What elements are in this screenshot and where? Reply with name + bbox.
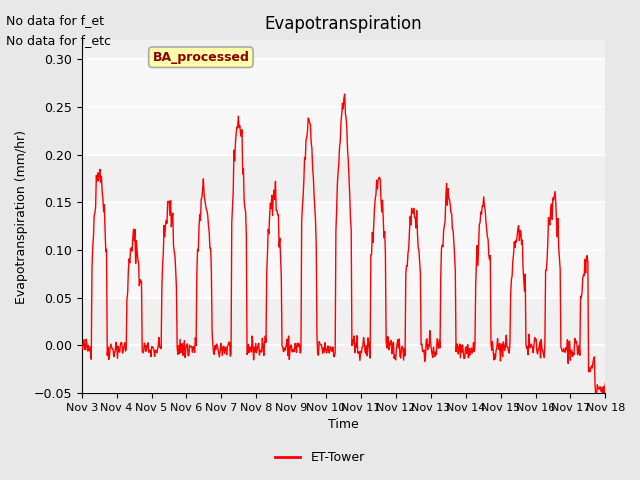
Text: BA_processed: BA_processed [152, 51, 250, 64]
X-axis label: Time: Time [328, 419, 359, 432]
Bar [82, 59, 605, 155]
Text: No data for f_et: No data for f_et [6, 14, 104, 27]
Y-axis label: Evapotranspiration (mm/hr): Evapotranspiration (mm/hr) [15, 130, 28, 304]
Legend: ET-Tower: ET-Tower [270, 446, 370, 469]
Title: Evapotranspiration: Evapotranspiration [265, 15, 422, 33]
Text: No data for f_etc: No data for f_etc [6, 34, 111, 47]
Bar [82, 202, 605, 298]
